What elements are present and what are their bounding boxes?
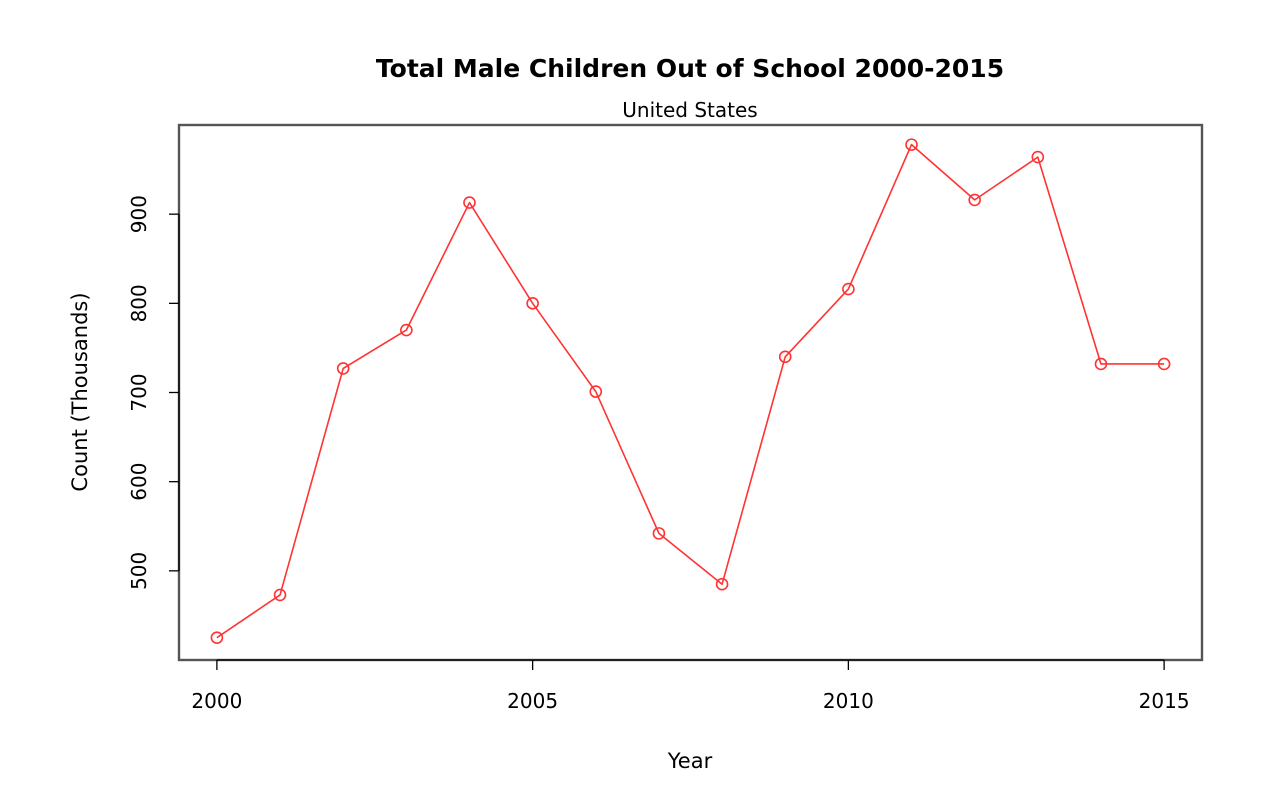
data-point-marker xyxy=(652,527,666,540)
data-point-marker xyxy=(905,138,918,151)
x-tick-label: 2005 xyxy=(507,689,558,713)
x-axis-label: Year xyxy=(667,749,713,773)
chart-title: Total Male Children Out of School 2000-2… xyxy=(376,54,1004,83)
series-layer xyxy=(210,138,1171,645)
y-tick-label: 700 xyxy=(127,373,151,411)
x-tick-label: 2015 xyxy=(1139,689,1190,713)
y-tick-label: 900 xyxy=(127,195,151,233)
data-point-marker xyxy=(842,282,855,296)
data-point-marker xyxy=(1031,150,1045,164)
y-tick-label: 800 xyxy=(127,284,151,322)
chart-subtitle: United States xyxy=(622,98,757,122)
data-point-marker xyxy=(526,297,539,310)
data-point-marker xyxy=(1094,357,1108,371)
data-point-marker xyxy=(1157,357,1171,371)
data-point-marker xyxy=(273,588,287,602)
data-point-marker xyxy=(778,350,792,364)
y-axis: 500 600 700 800 900 xyxy=(127,195,180,590)
x-axis: 2000 2005 2010 2015 xyxy=(191,659,1190,713)
data-point-marker xyxy=(589,385,603,398)
series-line xyxy=(216,143,1165,639)
x-tick-label: 2010 xyxy=(823,689,874,713)
data-point-marker xyxy=(210,631,224,645)
data-point-marker xyxy=(463,196,476,209)
data-point-marker xyxy=(336,362,350,375)
y-axis-label: Count (Thousands) xyxy=(68,292,92,491)
data-point-marker xyxy=(715,577,729,591)
data-point-marker xyxy=(400,323,413,337)
x-tick-label: 2000 xyxy=(191,689,242,713)
y-tick-label: 600 xyxy=(127,463,151,501)
y-tick-label: 500 xyxy=(127,552,151,590)
data-point-marker xyxy=(968,193,981,207)
plot-area-frame xyxy=(177,123,1204,662)
